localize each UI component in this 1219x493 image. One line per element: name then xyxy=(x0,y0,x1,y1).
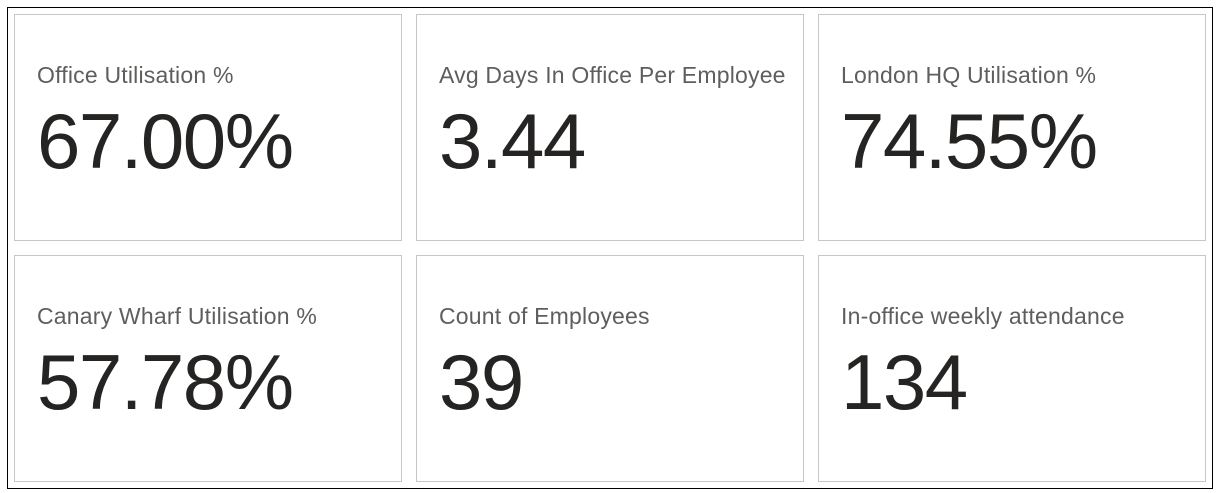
kpi-label: Office Utilisation % xyxy=(37,62,234,88)
kpi-card-in-office-weekly-attendance[interactable]: In-office weekly attendance 134 xyxy=(818,255,1206,482)
kpi-card-avg-days-in-office[interactable]: Avg Days In Office Per Employee 3.44 xyxy=(416,14,804,241)
kpi-card-canary-wharf-utilisation[interactable]: Canary Wharf Utilisation % 57.78% xyxy=(14,255,402,482)
kpi-value: 134 xyxy=(841,337,968,426)
kpi-label: Canary Wharf Utilisation % xyxy=(37,303,318,329)
kpi-card-count-of-employees[interactable]: Count of Employees 39 xyxy=(416,255,804,482)
kpi-label: In-office weekly attendance xyxy=(841,303,1125,329)
kpi-label: London HQ Utilisation % xyxy=(841,62,1097,88)
kpi-card-grid: Office Utilisation % 67.00% Avg Days In … xyxy=(14,14,1206,482)
kpi-card-london-hq-utilisation[interactable]: London HQ Utilisation % 74.55% xyxy=(818,14,1206,241)
kpi-card-office-utilisation[interactable]: Office Utilisation % 67.00% xyxy=(14,14,402,241)
kpi-label: Count of Employees xyxy=(439,303,650,329)
kpi-label: Avg Days In Office Per Employee xyxy=(439,62,786,88)
kpi-value: 39 xyxy=(439,337,524,426)
report-canvas: Office Utilisation % 67.00% Avg Days In … xyxy=(7,7,1213,489)
kpi-value: 57.78% xyxy=(37,337,294,426)
kpi-value: 67.00% xyxy=(37,96,294,185)
kpi-value: 74.55% xyxy=(841,96,1098,185)
kpi-value: 3.44 xyxy=(439,96,586,185)
